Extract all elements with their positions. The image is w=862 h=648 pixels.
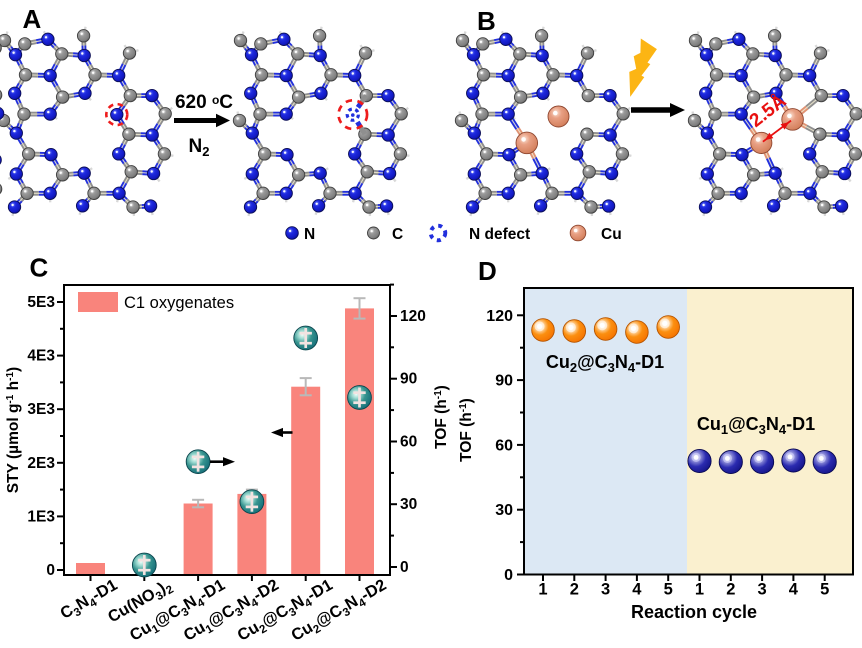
svg-text:0: 0 <box>46 562 55 579</box>
svg-text:2: 2 <box>570 581 579 599</box>
svg-text:3: 3 <box>601 581 610 599</box>
svg-text:3: 3 <box>758 581 767 599</box>
svg-text:5E3: 5E3 <box>27 294 55 311</box>
svg-text:2: 2 <box>726 581 735 599</box>
svg-text:4: 4 <box>632 581 642 599</box>
svg-text:5: 5 <box>664 581 673 599</box>
svg-text:STY (µmol g-1 h-1): STY (µmol g-1 h-1) <box>5 367 22 493</box>
svg-text:1: 1 <box>695 581 704 599</box>
svg-text:A: A <box>23 4 42 34</box>
svg-text:60: 60 <box>400 434 417 451</box>
svg-text:Cu1@C3N4-D1: Cu1@C3N4-D1 <box>697 414 815 437</box>
svg-text:120: 120 <box>486 308 513 325</box>
svg-text:90: 90 <box>495 373 513 390</box>
svg-text:TOF (h-1): TOF (h-1) <box>433 385 450 449</box>
svg-text:0: 0 <box>504 567 513 584</box>
svg-text:0: 0 <box>400 559 409 576</box>
svg-text:2E3: 2E3 <box>27 455 55 472</box>
svg-text:30: 30 <box>400 496 417 513</box>
svg-text:620 oC: 620 oC <box>175 92 233 113</box>
svg-text:30: 30 <box>495 502 513 519</box>
svg-text:B: B <box>477 6 496 36</box>
svg-text:C: C <box>30 253 49 283</box>
svg-text:Reaction cycle: Reaction cycle <box>631 602 757 622</box>
svg-text:1: 1 <box>538 581 547 599</box>
svg-text:D: D <box>478 256 497 286</box>
svg-text:Cu2@C3N4-D1: Cu2@C3N4-D1 <box>546 352 664 375</box>
svg-text:4: 4 <box>789 581 799 599</box>
svg-text:Cu: Cu <box>601 226 622 243</box>
svg-text:N: N <box>304 226 315 243</box>
svg-text:C: C <box>392 226 403 243</box>
svg-text:N defect: N defect <box>469 226 530 243</box>
svg-text:90: 90 <box>400 371 417 388</box>
svg-text:4E3: 4E3 <box>27 348 55 365</box>
svg-text:5: 5 <box>820 581 829 599</box>
svg-text:1E3: 1E3 <box>27 508 55 525</box>
svg-text:TOF (h-1): TOF (h-1) <box>458 398 475 462</box>
svg-text:60: 60 <box>495 437 513 454</box>
svg-text:C1 oxygenates: C1 oxygenates <box>124 294 234 312</box>
svg-text:3E3: 3E3 <box>27 401 55 418</box>
svg-text:120: 120 <box>400 308 426 325</box>
